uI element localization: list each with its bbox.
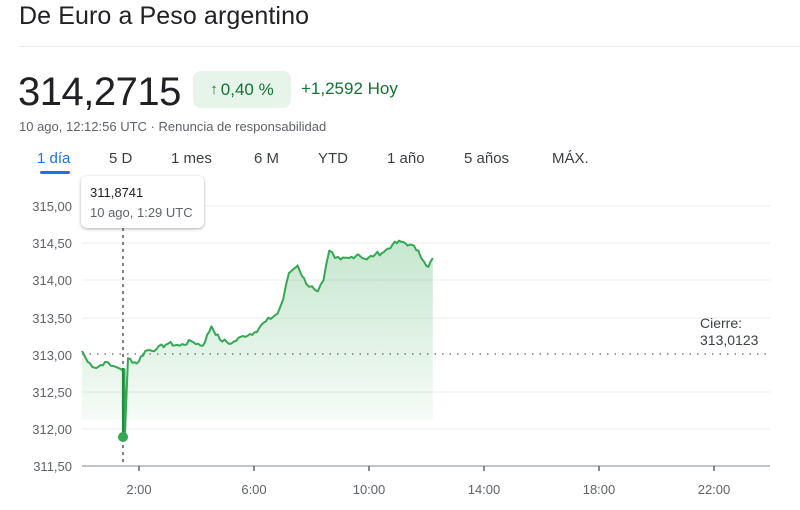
tab-max[interactable]: MÁX.: [552, 150, 589, 167]
y-tick: 312,00: [32, 422, 72, 437]
tab-1-day[interactable]: 1 día: [37, 150, 71, 167]
close-value: 313,0123: [700, 332, 759, 348]
price-line: [81, 239, 434, 440]
x-tick: 22:00: [698, 482, 731, 497]
y-tick: 311,50: [33, 459, 72, 474]
change-absolute: +1,2592 Hoy: [301, 79, 398, 98]
disclaimer-link[interactable]: Renuncia de responsabilidad: [158, 119, 327, 134]
tab-1-year[interactable]: 1 año: [387, 150, 425, 167]
y-tick: 313,00: [32, 348, 72, 363]
close-label-text: Cierre:: [700, 315, 743, 331]
tooltip-value: 311,8741: [90, 185, 144, 200]
change-percent-badge: ↑ 0,40 %: [193, 71, 291, 108]
x-tick: 14:00: [468, 482, 501, 497]
timestamp: 10 ago, 12:12:56 UTC: [19, 119, 147, 134]
previous-close-label: Cierre: 313,0123: [700, 315, 758, 349]
y-tick: 314,00: [32, 273, 72, 288]
price-meta: 10 ago, 12:12:56 UTC · Renuncia de respo…: [19, 119, 326, 134]
arrow-up-icon: ↑: [210, 81, 218, 98]
tab-1-month[interactable]: 1 mes: [171, 150, 212, 167]
tab-ytd[interactable]: YTD: [318, 150, 348, 167]
y-axis-labels: 315,00 314,50 314,00 313,50 313,00 312,5…: [32, 199, 72, 474]
x-tick: 2:00: [126, 482, 151, 497]
x-axis: 2:00 6:00 10:00 14:00 18:00 22:00: [82, 465, 770, 497]
y-tick: 314,50: [32, 236, 72, 251]
y-tick: 313,50: [32, 311, 72, 326]
separator: ·: [150, 119, 155, 134]
y-tick: 312,50: [32, 385, 72, 400]
x-tick: 18:00: [583, 482, 616, 497]
hover-point[interactable]: [118, 432, 128, 442]
page-title: De Euro a Peso argentino: [19, 2, 310, 30]
price-area: [82, 240, 433, 439]
active-tab-indicator: [40, 171, 70, 174]
title-divider: [19, 46, 800, 47]
current-price: 314,2715: [18, 70, 181, 114]
tab-5-years[interactable]: 5 años: [464, 150, 510, 167]
tab-5-days[interactable]: 5 D: [109, 150, 133, 167]
y-tick: 315,00: [32, 199, 72, 214]
tab-6-months[interactable]: 6 M: [254, 150, 280, 167]
tooltip-time: 10 ago, 1:29 UTC: [90, 205, 193, 220]
hover-tooltip: 311,8741 10 ago, 1:29 UTC: [81, 176, 204, 228]
x-tick: 6:00: [241, 482, 266, 497]
change-percent: 0,40 %: [220, 79, 274, 99]
x-tick: 10:00: [353, 482, 386, 497]
